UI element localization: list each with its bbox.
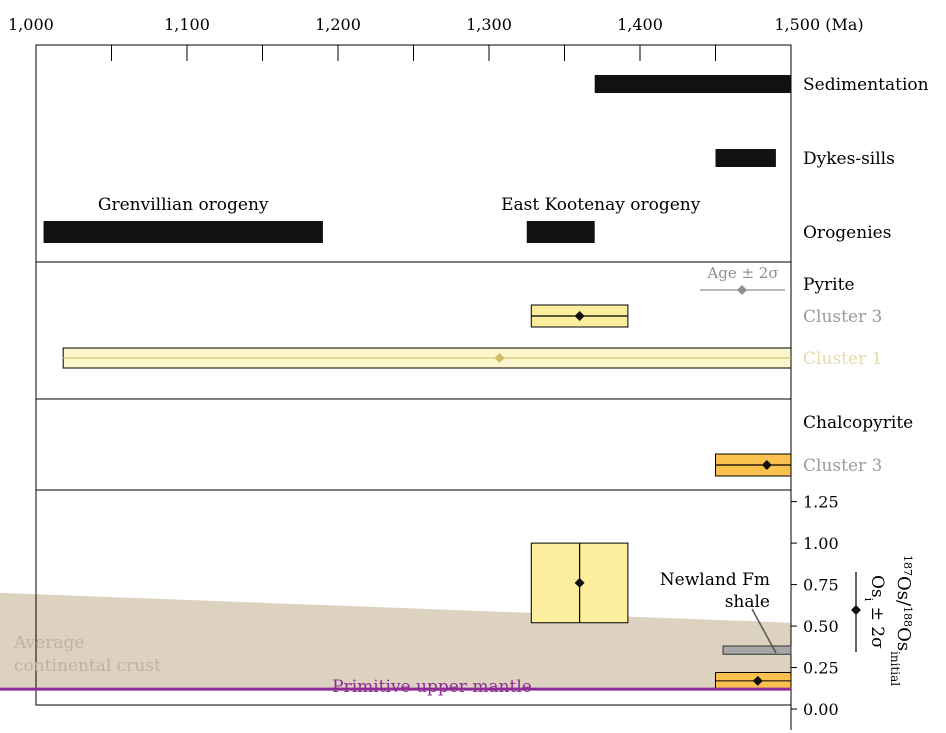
pyrite-cluster-label: Cluster 3: [803, 307, 882, 327]
y-tick-label: 0.00: [803, 700, 839, 719]
y-tick-label: 0.25: [803, 659, 839, 678]
x-tick-label: 1,000: [8, 15, 54, 34]
pyrite-cluster-label: Cluster 1: [803, 349, 882, 369]
x-tick-label: 1,500 (Ma): [774, 15, 863, 34]
orogeny-bar: [526, 221, 595, 243]
age-legend-label: Age ± 2σ: [706, 264, 778, 282]
pyrite-age-point: [494, 353, 505, 363]
y-tick-label: 1.00: [803, 534, 839, 553]
x-tick-label: 1,300: [466, 15, 512, 34]
sedimentation-label: Sedimentation: [803, 75, 929, 95]
chalcopyrite-age-point: [761, 460, 772, 470]
orogenies-label: Orogenies: [803, 223, 891, 243]
crust-label-line2: continental crust: [14, 656, 161, 676]
y-tick-label: 0.75: [803, 576, 839, 595]
x-tick-label: 1,100: [164, 15, 210, 34]
mantle-label: Primitive upper mantle: [332, 677, 532, 697]
panel-frame-3: [35, 398, 792, 491]
os-point: [752, 675, 763, 686]
dykes-sills-bar: [715, 149, 776, 167]
newland-leader-line: [751, 608, 777, 654]
pyrite-age-point: [574, 311, 585, 321]
orogeny-bar: [43, 221, 323, 243]
age-legend-diamond: [737, 285, 747, 295]
newland-label-line1: Newland Fm: [660, 570, 770, 590]
os-legend-label: Osi ± 2σ: [863, 575, 888, 649]
os-point: [574, 577, 585, 588]
x-tick-label: 1,400: [617, 15, 663, 34]
orogeny-name: East Kootenay orogeny: [501, 195, 701, 215]
panel-frame-2: [35, 261, 792, 400]
sedimentation-bar: [594, 75, 791, 93]
crust-label-line1: Average: [13, 633, 84, 653]
os-legend-diamond: [851, 605, 861, 615]
newland-label-line2: shale: [725, 592, 770, 612]
newland-shale-bar: [722, 645, 792, 655]
x-tick-label: 1,200: [315, 15, 361, 34]
pyrite-title: Pyrite: [803, 275, 855, 295]
y-tick-label: 1.25: [803, 493, 839, 512]
orogeny-name: Grenvillian orogeny: [98, 195, 269, 215]
chalcopyrite-title: Chalcopyrite: [803, 413, 913, 433]
dykes-sills-label: Dykes-sills: [803, 149, 895, 169]
y-tick-label: 0.50: [803, 617, 839, 636]
chalcopyrite-cluster-label: Cluster 3: [803, 456, 882, 476]
os-axis-label: 187Os/188Osinitial: [888, 555, 915, 686]
